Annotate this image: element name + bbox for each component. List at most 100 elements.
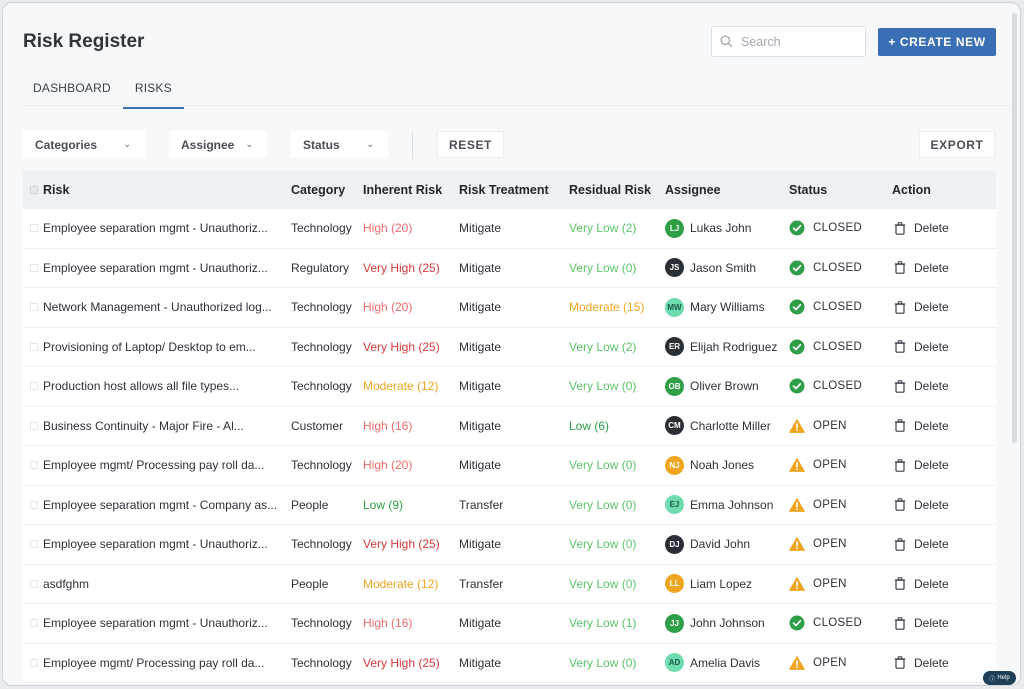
header-risk[interactable]: Risk bbox=[43, 183, 70, 197]
trash-icon[interactable] bbox=[892, 220, 908, 236]
delete-label[interactable]: Delete bbox=[914, 339, 949, 354]
table-row[interactable]: Employee separation mgmt - Unauthoriz...… bbox=[23, 525, 996, 565]
header-status[interactable]: Status bbox=[789, 183, 828, 197]
risk-name[interactable]: Production host allows all file types... bbox=[43, 379, 291, 393]
row-checkbox[interactable] bbox=[23, 537, 43, 551]
help-button[interactable]: ⓘ Help bbox=[983, 671, 1016, 685]
risk-name-text[interactable]: Production host allows all file types... bbox=[43, 379, 240, 394]
delete-action[interactable]: Delete bbox=[892, 576, 992, 592]
row-checkbox[interactable] bbox=[23, 419, 43, 433]
delete-label[interactable]: Delete bbox=[914, 458, 949, 473]
table-row[interactable]: Production host allows all file types...… bbox=[23, 367, 996, 407]
delete-label[interactable]: Delete bbox=[914, 379, 949, 394]
header-risk-treatment[interactable]: Risk Treatment bbox=[459, 183, 549, 197]
status-filter[interactable]: Status ⌄ bbox=[291, 131, 388, 158]
trash-icon[interactable] bbox=[892, 497, 908, 513]
row-checkbox[interactable] bbox=[23, 498, 43, 512]
delete-label[interactable]: Delete bbox=[914, 497, 949, 512]
trash-icon[interactable] bbox=[892, 615, 908, 631]
delete-label[interactable]: Delete bbox=[914, 616, 949, 631]
risk-name-text[interactable]: Network Management - Unauthorized log... bbox=[43, 300, 272, 315]
delete-action[interactable]: Delete bbox=[892, 260, 992, 276]
trash-icon[interactable] bbox=[892, 260, 908, 276]
delete-label[interactable]: Delete bbox=[914, 537, 949, 552]
header-residual-risk[interactable]: Residual Risk bbox=[569, 183, 651, 197]
delete-label[interactable]: Delete bbox=[914, 221, 949, 236]
trash-icon[interactable] bbox=[892, 418, 908, 434]
tab-risks[interactable]: RISKS bbox=[122, 73, 184, 109]
table-row[interactable]: Employee separation mgmt - Unauthoriz...… bbox=[23, 604, 996, 644]
trash-icon[interactable] bbox=[892, 457, 908, 473]
risk-name-text[interactable]: Employee separation mgmt - Unauthoriz... bbox=[43, 616, 268, 631]
search-box[interactable] bbox=[711, 26, 866, 57]
delete-action[interactable]: Delete bbox=[892, 339, 992, 355]
row-checkbox[interactable] bbox=[23, 261, 43, 275]
table-row[interactable]: Employee mgmt/ Processing pay roll da...… bbox=[23, 643, 996, 683]
tab-dashboard[interactable]: DASHBOARD bbox=[33, 81, 111, 95]
row-checkbox[interactable] bbox=[23, 340, 43, 354]
trash-icon[interactable] bbox=[892, 576, 908, 592]
select-all-checkbox[interactable] bbox=[23, 183, 43, 197]
header-assignee[interactable]: Assignee bbox=[665, 183, 721, 197]
risk-name-text[interactable]: Provisioning of Laptop/ Desktop to em... bbox=[43, 339, 256, 354]
risk-name-text[interactable]: Employee separation mgmt - Unauthoriz... bbox=[43, 537, 268, 552]
row-checkbox[interactable] bbox=[23, 221, 43, 235]
trash-icon[interactable] bbox=[892, 299, 908, 315]
risk-name-text[interactable]: Employee separation mgmt - Unauthoriz... bbox=[43, 260, 268, 275]
row-checkbox[interactable] bbox=[23, 656, 43, 670]
risk-name[interactable]: Employee separation mgmt - Unauthoriz... bbox=[43, 261, 291, 275]
delete-action[interactable]: Delete bbox=[892, 378, 992, 394]
risk-name[interactable]: Employee mgmt/ Processing pay roll da... bbox=[43, 458, 291, 472]
delete-label[interactable]: Delete bbox=[914, 576, 949, 591]
delete-action[interactable]: Delete bbox=[892, 497, 992, 513]
table-row[interactable]: Provisioning of Laptop/ Desktop to em...… bbox=[23, 327, 996, 367]
table-row[interactable]: Employee separation mgmt - Unauthoriz...… bbox=[23, 209, 996, 249]
row-checkbox[interactable] bbox=[23, 300, 43, 314]
risk-name[interactable]: Employee separation mgmt - Unauthoriz... bbox=[43, 537, 291, 551]
table-row[interactable]: Network Management - Unauthorized log...… bbox=[23, 288, 996, 328]
reset-button[interactable]: RESET bbox=[437, 131, 504, 158]
scrollbar[interactable] bbox=[1010, 3, 1018, 685]
table-row[interactable]: Employee mgmt/ Processing pay roll da...… bbox=[23, 446, 996, 486]
header-category[interactable]: Category bbox=[291, 183, 346, 197]
table-row[interactable]: Business Continuity - Major Fire - Al...… bbox=[23, 406, 996, 446]
delete-label[interactable]: Delete bbox=[914, 260, 949, 275]
risk-name[interactable]: Business Continuity - Major Fire - Al... bbox=[43, 419, 291, 433]
delete-label[interactable]: Delete bbox=[914, 655, 949, 670]
header-inherent-risk[interactable]: Inherent Risk bbox=[363, 183, 443, 197]
delete-action[interactable]: Delete bbox=[892, 655, 992, 671]
assignee-filter[interactable]: Assignee ⌄ bbox=[169, 131, 267, 158]
row-checkbox[interactable] bbox=[23, 577, 43, 591]
trash-icon[interactable] bbox=[892, 378, 908, 394]
risk-name-text[interactable]: Employee mgmt/ Processing pay roll da... bbox=[43, 458, 265, 473]
table-row[interactable]: Employee separation mgmt - Unauthoriz...… bbox=[23, 248, 996, 288]
risk-name[interactable]: Employee mgmt/ Processing pay roll da... bbox=[43, 656, 291, 670]
delete-action[interactable]: Delete bbox=[892, 536, 992, 552]
trash-icon[interactable] bbox=[892, 536, 908, 552]
row-checkbox[interactable] bbox=[23, 616, 43, 630]
delete-action[interactable]: Delete bbox=[892, 418, 992, 434]
delete-label[interactable]: Delete bbox=[914, 418, 949, 433]
categories-filter[interactable]: Categories ⌄ bbox=[23, 131, 145, 158]
risk-name[interactable]: Provisioning of Laptop/ Desktop to em... bbox=[43, 340, 291, 354]
risk-name-text[interactable]: asdfghm bbox=[43, 576, 90, 591]
risk-name-text[interactable]: Employee separation mgmt - Company as... bbox=[43, 497, 278, 512]
search-input[interactable] bbox=[741, 34, 851, 49]
row-checkbox[interactable] bbox=[23, 458, 43, 472]
risk-name[interactable]: Network Management - Unauthorized log... bbox=[43, 300, 291, 314]
risk-name-text[interactable]: Business Continuity - Major Fire - Al... bbox=[43, 418, 244, 433]
delete-action[interactable]: Delete bbox=[892, 299, 992, 315]
risk-name[interactable]: Employee separation mgmt - Company as... bbox=[43, 498, 291, 512]
delete-action[interactable]: Delete bbox=[892, 220, 992, 236]
trash-icon[interactable] bbox=[892, 339, 908, 355]
delete-action[interactable]: Delete bbox=[892, 615, 992, 631]
export-button[interactable]: EXPORT bbox=[919, 131, 995, 158]
row-checkbox[interactable] bbox=[23, 379, 43, 393]
table-row[interactable]: Employee separation mgmt - Company as...… bbox=[23, 485, 996, 525]
table-row[interactable]: asdfghm People Moderate (12) Transfer Very L… bbox=[23, 564, 996, 604]
create-new-button[interactable]: + CREATE NEW bbox=[878, 28, 996, 56]
risk-name-text[interactable]: Employee mgmt/ Processing pay roll da... bbox=[43, 655, 265, 670]
delete-label[interactable]: Delete bbox=[914, 300, 949, 315]
risk-name-text[interactable]: Employee separation mgmt - Unauthoriz... bbox=[43, 221, 268, 236]
trash-icon[interactable] bbox=[892, 655, 908, 671]
